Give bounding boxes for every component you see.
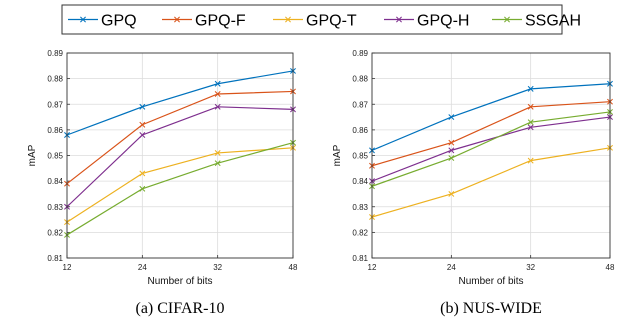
x-tick-label: 12: [368, 263, 377, 272]
legend-label-gpq-f: GPQ-F: [195, 13, 246, 30]
x-tick-label: 48: [289, 263, 298, 272]
series-line-gpq-f: [66, 90, 294, 185]
y-axis: 0.81 0.82 0.83 0.84 0.85 0.86 0.87 0.88 0.89: [47, 49, 70, 263]
legend-marker-gpq: [80, 16, 86, 23]
data-point-gpq-t: [214, 149, 221, 156]
legend-item-gpq: GPQ: [68, 13, 137, 30]
legend-item-gpq-h: GPQ-H: [384, 13, 469, 30]
y-tick-label: 0.88: [352, 75, 368, 84]
data-point-gpq-t: [448, 190, 455, 197]
series-line-gpq-h: [371, 116, 611, 182]
x-tick-label: 32: [526, 263, 535, 272]
y-tick-label: 0.81: [352, 254, 368, 263]
chart-panel-cifar10: 0.81 0.82 0.83 0.84 0.85 0.86 0.87 0.88 0.89 12 24…: [27, 49, 298, 317]
data-point-gpq-t: [139, 170, 146, 177]
y-tick-label: 0.87: [47, 100, 63, 109]
legend-label-ssgah: SSGAH: [525, 13, 581, 30]
x-axis-label: Number of bits: [458, 276, 523, 287]
series-line-gpq: [371, 83, 611, 151]
series-line-gpq-t: [371, 147, 611, 218]
y-axis-label: mAP: [332, 144, 343, 166]
series-gpq-t: [369, 144, 613, 220]
data-point-gpq-h: [527, 124, 534, 131]
y-tick-label: 0.84: [352, 177, 368, 186]
data-point-gpq-h: [139, 132, 146, 138]
y-tick-label: 0.87: [352, 100, 368, 109]
legend: GPQ GPQ-F GPQ-T GPQ-H SSGAH: [61, 4, 581, 35]
legend-marker-gpq-f: [174, 16, 180, 23]
series-line-gpq-h: [66, 106, 294, 208]
legend-item-gpq-t: GPQ-T: [273, 13, 357, 30]
x-tick-label: 48: [606, 263, 615, 272]
y-tick-label: 0.86: [352, 126, 368, 135]
plot-frame: [371, 52, 611, 259]
legend-box: [61, 4, 563, 35]
data-point-gpq: [214, 80, 221, 87]
y-tick-label: 0.89: [352, 49, 368, 58]
data-point-ssgah: [214, 160, 221, 167]
y-tick-label: 0.89: [47, 49, 63, 58]
legend-item-gpq-f: GPQ-F: [162, 13, 246, 30]
series-line-ssgah: [66, 142, 294, 236]
data-point-gpq-t: [527, 157, 534, 164]
legend-label-gpq-h: GPQ-H: [417, 13, 469, 30]
x-tick-label: 24: [138, 263, 147, 272]
data-point-gpq-h: [448, 147, 455, 154]
series-line-gpq: [66, 70, 294, 136]
y-tick-label: 0.81: [47, 254, 63, 263]
data-point-gpq-f: [214, 91, 221, 97]
y-tick-label: 0.85: [47, 152, 63, 161]
y-tick-label: 0.85: [352, 152, 368, 161]
y-tick-label: 0.82: [47, 228, 63, 237]
y-tick-label: 0.82: [352, 228, 368, 237]
x-axis-label: Number of bits: [147, 276, 212, 287]
data-point-gpq: [527, 85, 534, 92]
x-tick-label: 32: [213, 263, 222, 272]
y-tick-label: 0.88: [47, 75, 63, 84]
data-point-ssgah: [139, 185, 146, 192]
data-point-gpq-f: [448, 139, 455, 146]
y-axis-label: mAP: [27, 144, 38, 166]
chart-panel-nuswide: 0.81 0.82 0.83 0.84 0.85 0.86 0.87 0.88 0.89 12 24…: [332, 49, 615, 317]
y-tick-label: 0.83: [352, 203, 368, 212]
x-tick-label: 12: [63, 263, 72, 272]
y-tick-label: 0.86: [47, 126, 63, 135]
data-point-ssgah: [527, 119, 534, 126]
y-tick-label: 0.84: [47, 177, 63, 186]
legend-marker-gpq-h: [396, 16, 402, 23]
data-point-gpq-f: [139, 121, 146, 128]
legend-label-gpq-t: GPQ-T: [306, 13, 357, 30]
y-axis: 0.81 0.82 0.83 0.84 0.85 0.86 0.87 0.88 0.89: [352, 49, 375, 263]
subfigure-caption: (b) NUS-WIDE: [440, 300, 542, 317]
data-point-gpq: [448, 114, 455, 121]
data-point-gpq-f: [527, 103, 534, 110]
legend-marker-ssgah: [504, 16, 510, 23]
x-tick-label: 24: [447, 263, 456, 272]
legend-marker-gpq-t: [285, 16, 291, 23]
series-line-gpq-t: [66, 147, 294, 223]
y-tick-label: 0.83: [47, 203, 63, 212]
legend-label-gpq: GPQ: [101, 13, 137, 30]
plot-frame: [66, 52, 294, 259]
series-line-gpq-f: [371, 101, 611, 167]
legend-item-ssgah: SSGAH: [492, 13, 581, 30]
data-point-gpq: [139, 103, 146, 110]
series-line-ssgah: [371, 111, 611, 187]
series-gpq: [64, 67, 296, 138]
data-point-ssgah: [448, 155, 455, 162]
subfigure-caption: (a) CIFAR-10: [135, 300, 224, 317]
data-point-gpq-h: [214, 103, 221, 110]
